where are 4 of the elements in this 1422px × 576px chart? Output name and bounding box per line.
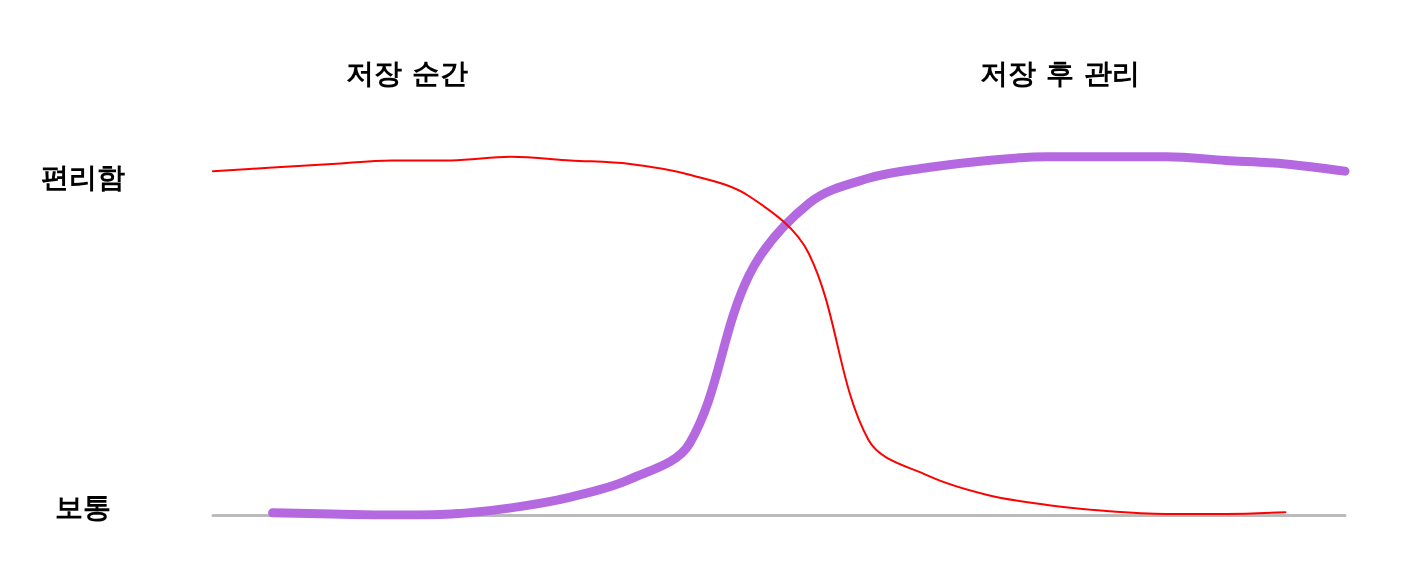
- text: 저장 후 관리: [980, 56, 1140, 90]
- text: 저장 순간: [346, 56, 468, 90]
- text: 보통: [55, 490, 111, 524]
- text: 편리함: [41, 160, 125, 194]
